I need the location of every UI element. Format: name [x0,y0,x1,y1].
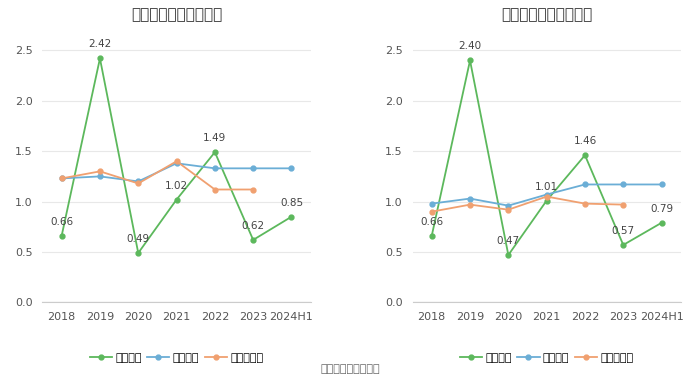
Text: 0.57: 0.57 [612,226,635,236]
Line: 行业中位数: 行业中位数 [60,159,255,192]
行业均值 [96,174,104,179]
Text: 1.46: 1.46 [573,136,596,146]
行业中位数 [428,209,436,214]
行业中位数 [466,202,474,207]
Line: 行业均值: 行业均值 [60,161,294,184]
行业中位数 [57,176,66,181]
速动比率 [504,253,512,257]
速动比率 [581,153,589,158]
行业均值 [581,182,589,187]
行业中位数 [542,194,551,199]
流动比率 [96,56,104,61]
行业均值 [428,201,436,206]
速动比率 [466,58,474,63]
Line: 行业中位数: 行业中位数 [429,194,626,214]
行业均值 [619,182,627,187]
行业均值 [287,166,295,170]
Text: 数据来源：恒生聚源: 数据来源：恒生聚源 [320,364,380,374]
Title: 历年流动比率变化情况: 历年流动比率变化情况 [131,7,222,22]
Line: 流动比率: 流动比率 [60,56,294,256]
行业中位数 [619,202,627,207]
Text: 0.49: 0.49 [127,234,150,244]
行业中位数 [504,208,512,212]
Text: 0.47: 0.47 [497,236,520,246]
流动比率 [211,150,219,155]
Text: 0.66: 0.66 [50,217,74,227]
Text: 1.02: 1.02 [165,181,188,191]
行业均值 [504,203,512,208]
速动比率 [542,198,551,203]
行业中位数 [581,201,589,206]
Legend: 流动比率, 行业均值, 行业中位数: 流动比率, 行业均值, 行业中位数 [85,349,268,368]
Text: 0.85: 0.85 [280,198,303,208]
Text: 0.79: 0.79 [650,204,673,214]
Title: 历年速动比率变化情况: 历年速动比率变化情况 [501,7,592,22]
速动比率 [428,234,436,238]
Line: 速动比率: 速动比率 [429,58,664,257]
行业均值 [657,182,666,187]
速动比率 [657,220,666,225]
Line: 行业均值: 行业均值 [429,182,664,208]
Text: 1.01: 1.01 [535,181,558,192]
行业均值 [466,196,474,201]
行业均值 [542,192,551,197]
行业中位数 [172,159,181,164]
行业中位数 [211,187,219,192]
行业中位数 [134,181,143,186]
流动比率 [57,234,66,238]
流动比率 [249,238,258,242]
Legend: 速动比率, 行业均值, 行业中位数: 速动比率, 行业均值, 行业中位数 [455,349,638,368]
行业中位数 [249,187,258,192]
行业均值 [172,161,181,166]
行业均值 [134,179,143,184]
行业均值 [57,176,66,181]
Text: 2.40: 2.40 [458,42,482,51]
流动比率 [287,214,295,219]
行业均值 [249,166,258,170]
流动比率 [134,251,143,255]
流动比率 [172,197,181,202]
Text: 0.62: 0.62 [241,221,265,231]
Text: 0.66: 0.66 [420,217,443,227]
行业中位数 [96,169,104,174]
速动比率 [619,243,627,247]
行业均值 [211,166,219,170]
Text: 2.42: 2.42 [88,39,111,50]
Text: 1.49: 1.49 [203,133,227,143]
